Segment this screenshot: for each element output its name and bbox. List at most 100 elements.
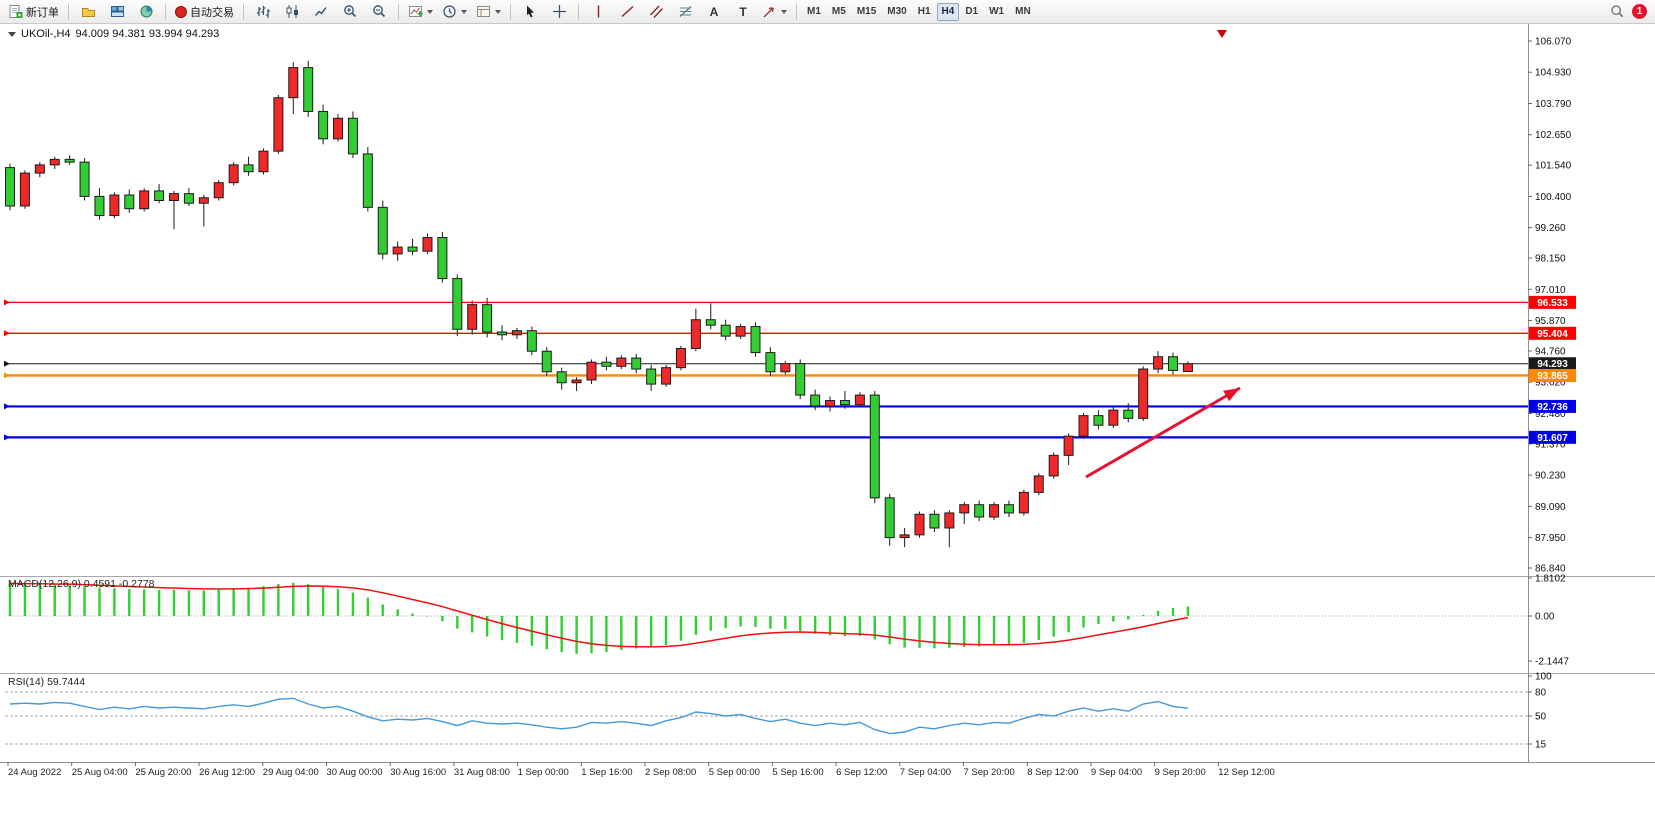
fibonacci-tool-button[interactable]	[671, 1, 699, 23]
cursor-button[interactable]	[516, 1, 544, 23]
candle-body	[1108, 409, 1119, 426]
candle-body	[1138, 368, 1149, 419]
candle-body	[795, 363, 806, 396]
timeframe-group: M1 M5 M15 M30 H1 H4 D1 W1 MN	[802, 2, 1036, 21]
macd-scale-label: 1.8102	[1535, 573, 1566, 584]
shift-end-marker[interactable]	[1217, 30, 1227, 38]
price-badge-label: 96.533	[1537, 298, 1568, 309]
price-axis-label: 106.070	[1535, 37, 1572, 48]
text-tool-button[interactable]: A	[700, 1, 728, 23]
candle-body	[839, 400, 850, 406]
notification-badge[interactable]: 1	[1632, 4, 1647, 19]
candle-body	[1167, 356, 1178, 371]
vertical-line-tool-button[interactable]	[584, 1, 612, 23]
candle-body	[392, 246, 403, 255]
candle-body	[869, 394, 880, 499]
candle-body	[854, 394, 865, 406]
timeframe-button-m5[interactable]: M5	[831, 5, 846, 17]
candle-body	[482, 304, 493, 333]
profiles-button[interactable]	[74, 1, 102, 23]
price-axis-label: 90.230	[1535, 471, 1566, 482]
candle-body	[347, 117, 358, 155]
candle-body	[1063, 435, 1074, 456]
crosshair-button[interactable]	[545, 1, 573, 23]
candle-body	[929, 513, 940, 529]
candle-body	[690, 319, 701, 349]
price-axis-label: 102.650	[1535, 130, 1572, 141]
zoom-out-button[interactable]	[365, 1, 393, 23]
time-axis-label: 26 Aug 12:00	[199, 767, 255, 778]
trend-arrow[interactable]	[1085, 386, 1241, 479]
zoom-in-button[interactable]	[336, 1, 364, 23]
zoom-in-icon	[343, 5, 356, 18]
trendline-tool-button[interactable]	[613, 1, 641, 23]
ohlc-readout: 94.009 94.381 93.994 94.293	[75, 28, 220, 40]
timeframe-button-m1[interactable]: M1	[807, 5, 821, 17]
templates-button[interactable]	[472, 1, 505, 23]
candlestick-chart-button[interactable]	[278, 1, 306, 23]
timeframe-button-d1[interactable]: D1	[965, 5, 979, 17]
channel-tool-button[interactable]	[642, 1, 670, 23]
line-chart-button[interactable]	[307, 1, 335, 23]
indicators-button[interactable]	[404, 1, 437, 23]
market-watch-button[interactable]	[132, 1, 160, 23]
autotrade-button[interactable]: 自动交易	[171, 1, 238, 23]
timeframe-button-m30[interactable]: M30	[887, 5, 907, 17]
bar-chart-icon	[256, 6, 270, 18]
timeframe-button-mn[interactable]: MN	[1015, 5, 1031, 17]
rsi-scale-label: 80	[1535, 688, 1547, 699]
candle-body	[914, 513, 925, 536]
macd-histogram	[8, 582, 1190, 654]
toolbar-separator	[578, 3, 579, 20]
candle-body	[974, 504, 985, 518]
candle-body	[183, 193, 194, 204]
time-axis-label: 5 Sep 16:00	[772, 767, 823, 778]
levels-layer	[4, 299, 1528, 441]
candle-body	[228, 164, 239, 184]
arrow-tool-icon	[763, 7, 774, 18]
fibonacci-icon	[679, 6, 691, 17]
level-marker-icon	[4, 330, 10, 337]
candle-body	[124, 194, 135, 210]
candle-body	[362, 153, 373, 208]
timeframe-button-m15[interactable]: M15	[856, 5, 877, 17]
bar-chart-button[interactable]	[249, 1, 277, 23]
candlestick-chart-icon	[286, 5, 298, 18]
time-axis-label: 6 Sep 12:00	[836, 767, 887, 778]
autotrade-icon	[175, 5, 187, 18]
time-axis-label: 1 Sep 16:00	[581, 767, 632, 778]
periods-button[interactable]	[438, 1, 471, 23]
price-axis-label: 89.090	[1535, 502, 1566, 513]
chart-windows-button[interactable]	[103, 1, 131, 23]
new-order-button[interactable]: 新订单	[4, 1, 63, 23]
trend-arrow-head	[1223, 388, 1240, 402]
price-axis-label: 101.540	[1535, 161, 1572, 172]
price-badge	[1529, 326, 1576, 340]
timeframe-button-w1[interactable]: W1	[989, 5, 1005, 17]
timeframe-button-h1[interactable]: H1	[917, 5, 931, 17]
price-axis-label: 100.400	[1535, 192, 1572, 203]
channel-icon	[649, 5, 663, 18]
price-axis-label: 91.370	[1535, 439, 1566, 450]
one-click-trading-toggle[interactable]	[8, 31, 16, 37]
candle-body	[750, 326, 761, 354]
candle-body	[511, 330, 522, 336]
arrows-tool-button[interactable]	[758, 1, 791, 23]
time-axis-label: 7 Sep 20:00	[964, 767, 1015, 778]
timeframe-button-h4[interactable]: H4	[936, 2, 960, 21]
time-axis-label: 7 Sep 04:00	[900, 767, 951, 778]
candle-body	[5, 167, 15, 207]
search-button[interactable]	[1603, 1, 1631, 23]
level-marker-icon	[4, 360, 10, 367]
candle-body	[467, 304, 478, 330]
candle-body	[154, 190, 165, 201]
price-badge-label: 95.404	[1537, 329, 1568, 340]
candle-body	[705, 319, 716, 326]
label-tool-button[interactable]: T	[729, 1, 757, 23]
price-badge	[1529, 368, 1576, 382]
autotrade-label: 自动交易	[190, 6, 234, 19]
chart-canvas[interactable]: 106.070 104.930 103.790 102.650 101.540 100.4…	[0, 24, 1655, 824]
trendline-icon	[621, 5, 633, 18]
candle-body	[631, 357, 642, 370]
